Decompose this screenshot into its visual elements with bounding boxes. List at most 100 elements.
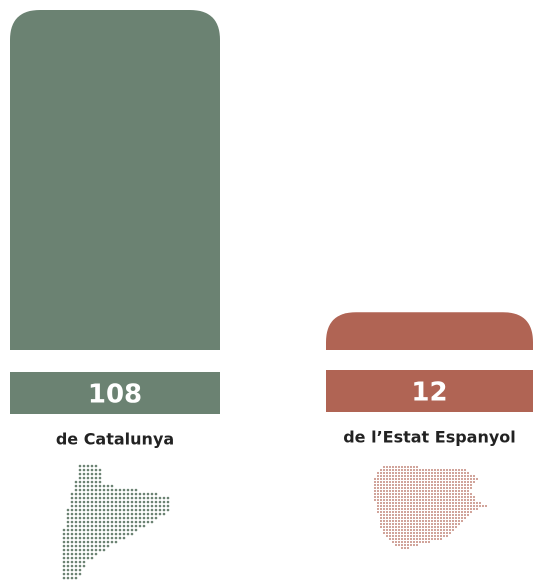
map-dot [437, 475, 439, 477]
map-dot [455, 508, 457, 510]
map-dot [398, 523, 400, 525]
map-dot [446, 517, 448, 519]
bar [326, 312, 533, 350]
map-dot [114, 504, 118, 508]
map-dot [440, 520, 442, 522]
map-dot [106, 520, 110, 524]
map-dot [404, 508, 406, 510]
map-dot [401, 469, 403, 471]
map-dot [134, 508, 138, 512]
map-dot [86, 548, 90, 552]
map-dot [383, 529, 385, 531]
map-dot [94, 480, 98, 484]
map-dot [413, 535, 415, 537]
map-dot [392, 472, 394, 474]
map-dot [110, 492, 114, 496]
map-dot [461, 469, 463, 471]
map-dot [413, 523, 415, 525]
map-dot [464, 469, 466, 471]
map-dot [142, 520, 146, 524]
map-dot [413, 511, 415, 513]
map-dot [416, 514, 418, 516]
map-dot [455, 487, 457, 489]
map-dot [395, 475, 397, 477]
map-dot [431, 523, 433, 525]
map-dot [407, 508, 409, 510]
map-dot [166, 508, 170, 512]
map-dot [70, 540, 74, 544]
map-dot [401, 529, 403, 531]
map-dot [102, 512, 106, 516]
map-dot [392, 526, 394, 528]
map-dot [413, 490, 415, 492]
map-dot [401, 505, 403, 507]
map-dot [398, 487, 400, 489]
map-dot [401, 478, 403, 480]
map-dot [425, 484, 427, 486]
map-dot [446, 469, 448, 471]
map-dot [98, 500, 102, 504]
map-dot [416, 520, 418, 522]
map-dot [66, 576, 70, 580]
map-dot [416, 532, 418, 534]
map-dot [464, 490, 466, 492]
map-dot [126, 488, 130, 492]
map-dot [443, 529, 445, 531]
map-dot [410, 490, 412, 492]
map-dot [401, 508, 403, 510]
map-dot [82, 476, 86, 480]
map-dot [419, 517, 421, 519]
map-dot [461, 481, 463, 483]
map-dot [419, 472, 421, 474]
map-dot [443, 469, 445, 471]
map-dot [383, 496, 385, 498]
map-dot [437, 505, 439, 507]
map-dot [455, 469, 457, 471]
map-dot [416, 508, 418, 510]
map-dot [401, 523, 403, 525]
map-dot [437, 508, 439, 510]
map-dot [130, 488, 134, 492]
map-dot [74, 540, 78, 544]
map-dot [407, 520, 409, 522]
map-dot [398, 493, 400, 495]
map-dot [419, 469, 421, 471]
map-dot [98, 516, 102, 520]
map-dot [78, 560, 82, 564]
map-dot [395, 529, 397, 531]
map-dot [479, 502, 481, 504]
map-dot [74, 544, 78, 548]
map-dot [94, 468, 98, 472]
map-dot [90, 524, 94, 528]
map-dot [440, 478, 442, 480]
map-dot [389, 490, 391, 492]
map-dot [440, 511, 442, 513]
map-dot [401, 484, 403, 486]
map-dot [470, 511, 472, 513]
map-dot [110, 540, 114, 544]
map-dot [126, 524, 130, 528]
map-dot [122, 524, 126, 528]
map-dot [434, 475, 436, 477]
map-dot [66, 524, 70, 528]
map-dot [150, 508, 154, 512]
map-dot [428, 523, 430, 525]
map-dot [449, 508, 451, 510]
map-dot [82, 464, 86, 468]
map-dot [464, 475, 466, 477]
map-dot [464, 505, 466, 507]
map-dot [452, 499, 454, 501]
map-dot [404, 493, 406, 495]
map-dot [434, 508, 436, 510]
map-dot [74, 496, 78, 500]
map-dot [419, 505, 421, 507]
map-dot [102, 532, 106, 536]
map-dot [464, 502, 466, 504]
map-dot [82, 508, 86, 512]
map-dot [114, 528, 118, 532]
map-dot [383, 478, 385, 480]
map-dot [449, 505, 451, 507]
map-dot [94, 512, 98, 516]
map-dot [431, 481, 433, 483]
map-dot [82, 516, 86, 520]
